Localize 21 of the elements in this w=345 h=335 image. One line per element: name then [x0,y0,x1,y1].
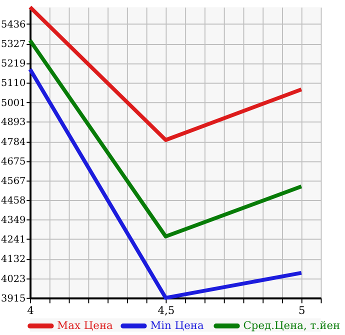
y-tick-label: 4893 [1,117,26,128]
y-tick-label: 5436 [1,19,26,30]
y-tick-label: 4458 [1,196,26,207]
y-tick-label: 5001 [1,98,26,109]
y-tick-label: 4349 [1,215,26,226]
y-tick-label: 4023 [1,274,26,285]
y-tick-label: 5219 [1,58,26,70]
y-tick-label: 4241 [1,234,26,246]
y-tick-label: 4567 [1,176,26,187]
legend-label: Сред.Цена, т.йен [243,318,340,332]
y-tick-label: 5110 [1,78,26,90]
y-tick-label: 4784 [1,136,26,148]
legend-label: Max Цена [57,318,114,332]
y-tick-label: 5327 [1,39,26,50]
y-tick-label: 4675 [1,156,26,168]
x-tick-label: 4,5 [158,304,175,317]
y-tick-label: 3915 [1,293,26,304]
y-tick-label: 4132 [1,254,26,266]
x-tick-label: 5 [298,304,306,317]
legend-label: Min Цена [150,318,204,332]
x-tick-label: 4 [27,304,34,317]
